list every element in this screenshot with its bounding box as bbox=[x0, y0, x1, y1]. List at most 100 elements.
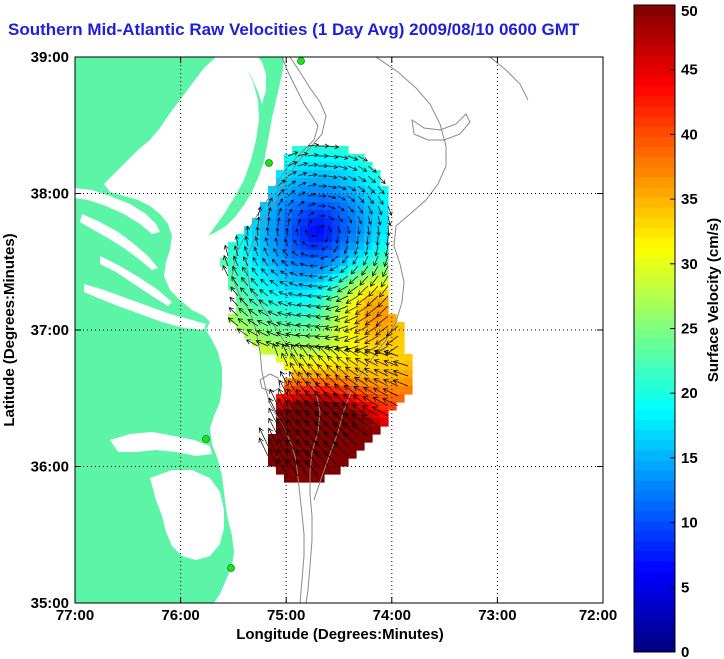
velocity-vector bbox=[357, 165, 368, 172]
velocity-cell bbox=[316, 402, 325, 411]
velocity-vector bbox=[327, 175, 338, 180]
velocity-cell bbox=[364, 242, 373, 251]
velocity-cell bbox=[284, 426, 293, 435]
velocity-vector bbox=[352, 395, 369, 407]
velocity-cell bbox=[356, 274, 365, 283]
velocity-cell bbox=[356, 210, 365, 219]
colorbar-band bbox=[634, 571, 675, 582]
velocity-cell bbox=[284, 290, 293, 299]
velocity-cell bbox=[324, 330, 333, 339]
velocity-cell bbox=[324, 170, 333, 179]
velocity-vector bbox=[341, 402, 359, 417]
york-river bbox=[100, 256, 172, 306]
velocity-cell bbox=[244, 290, 253, 299]
velocity-vector bbox=[353, 335, 369, 344]
velocity-cell bbox=[292, 354, 301, 363]
velocity-cell bbox=[316, 466, 325, 475]
velocity-vector bbox=[347, 155, 359, 161]
velocity-vector bbox=[297, 371, 309, 387]
james-river bbox=[84, 284, 206, 330]
velocity-vector bbox=[327, 154, 339, 160]
velocity-vector bbox=[324, 315, 339, 321]
velocity-cell bbox=[364, 338, 373, 347]
velocity-cell bbox=[324, 226, 333, 235]
velocity-cell bbox=[284, 274, 293, 283]
velocity-cell bbox=[372, 386, 381, 395]
x-tick-label: 72:00 bbox=[579, 607, 617, 624]
velocity-cell bbox=[228, 282, 237, 291]
velocity-vector bbox=[357, 155, 369, 162]
colorbar-band bbox=[634, 277, 675, 289]
velocity-cell bbox=[388, 314, 397, 323]
velocity-vector bbox=[345, 366, 359, 377]
velocity-cell bbox=[348, 434, 357, 443]
velocity-cell bbox=[300, 306, 309, 315]
velocity-cell bbox=[292, 378, 301, 387]
velocity-cell bbox=[236, 298, 245, 307]
velocity-cell bbox=[340, 330, 349, 339]
velocity-cell bbox=[404, 370, 413, 379]
velocity-vector bbox=[337, 225, 341, 234]
velocity-cell bbox=[396, 370, 405, 379]
velocity-cell bbox=[308, 362, 317, 371]
colorbar-band bbox=[634, 581, 675, 592]
velocity-cell bbox=[348, 442, 357, 451]
velocity-cell bbox=[252, 250, 261, 259]
velocity-cell bbox=[276, 266, 285, 275]
velocity-cell bbox=[356, 346, 365, 355]
velocity-vector bbox=[268, 427, 279, 447]
velocity-cell bbox=[348, 242, 357, 251]
velocity-cell bbox=[332, 434, 341, 443]
velocity-vector bbox=[291, 343, 299, 357]
velocity-cell bbox=[324, 290, 333, 299]
velocity-vector bbox=[318, 173, 328, 179]
velocity-cell bbox=[348, 274, 357, 283]
velocity-cell bbox=[276, 306, 285, 315]
velocity-cell bbox=[300, 434, 309, 443]
velocity-cell bbox=[380, 322, 389, 331]
velocity-vector bbox=[273, 248, 279, 257]
radar-station-marker bbox=[202, 435, 210, 443]
velocity-cell bbox=[284, 346, 293, 355]
velocity-vector bbox=[363, 255, 369, 266]
velocity-vector bbox=[373, 368, 389, 377]
velocity-vector bbox=[241, 276, 249, 287]
velocity-vector bbox=[345, 295, 359, 304]
velocity-cell bbox=[260, 338, 269, 347]
velocity-cell bbox=[260, 242, 269, 251]
velocity-vector bbox=[305, 399, 319, 417]
velocity-vector bbox=[258, 299, 269, 307]
velocity-cell bbox=[364, 370, 373, 379]
velocity-cell bbox=[316, 218, 325, 227]
velocity-cell bbox=[308, 418, 317, 427]
velocity-cell bbox=[396, 346, 405, 355]
velocity-cell bbox=[396, 330, 405, 339]
velocity-vector bbox=[354, 315, 369, 325]
velocity-cell bbox=[380, 274, 389, 283]
velocity-cell bbox=[348, 282, 357, 291]
velocity-cell bbox=[316, 226, 325, 235]
velocity-vector bbox=[297, 181, 307, 187]
velocity-cell bbox=[300, 154, 309, 163]
velocity-vector bbox=[234, 235, 240, 247]
velocity-vector bbox=[347, 225, 351, 235]
velocity-cell bbox=[308, 314, 317, 323]
velocity-cell bbox=[300, 354, 309, 363]
velocity-vector bbox=[361, 265, 369, 276]
velocity-cell bbox=[348, 394, 357, 403]
velocity-cell bbox=[324, 274, 333, 283]
velocity-cell bbox=[244, 322, 253, 331]
velocity-cell bbox=[268, 282, 277, 291]
velocity-vector bbox=[287, 180, 297, 187]
velocity-cell bbox=[372, 370, 381, 379]
velocity-vector bbox=[287, 217, 291, 227]
velocity-vector bbox=[291, 250, 299, 257]
velocity-cell bbox=[364, 290, 373, 299]
velocity-cell bbox=[292, 218, 301, 227]
velocity-cell bbox=[268, 250, 277, 259]
velocity-cell bbox=[396, 378, 405, 387]
velocity-cell bbox=[356, 314, 365, 323]
velocity-cell bbox=[332, 186, 341, 195]
velocity-cell bbox=[316, 418, 325, 427]
velocity-cell bbox=[388, 322, 397, 331]
